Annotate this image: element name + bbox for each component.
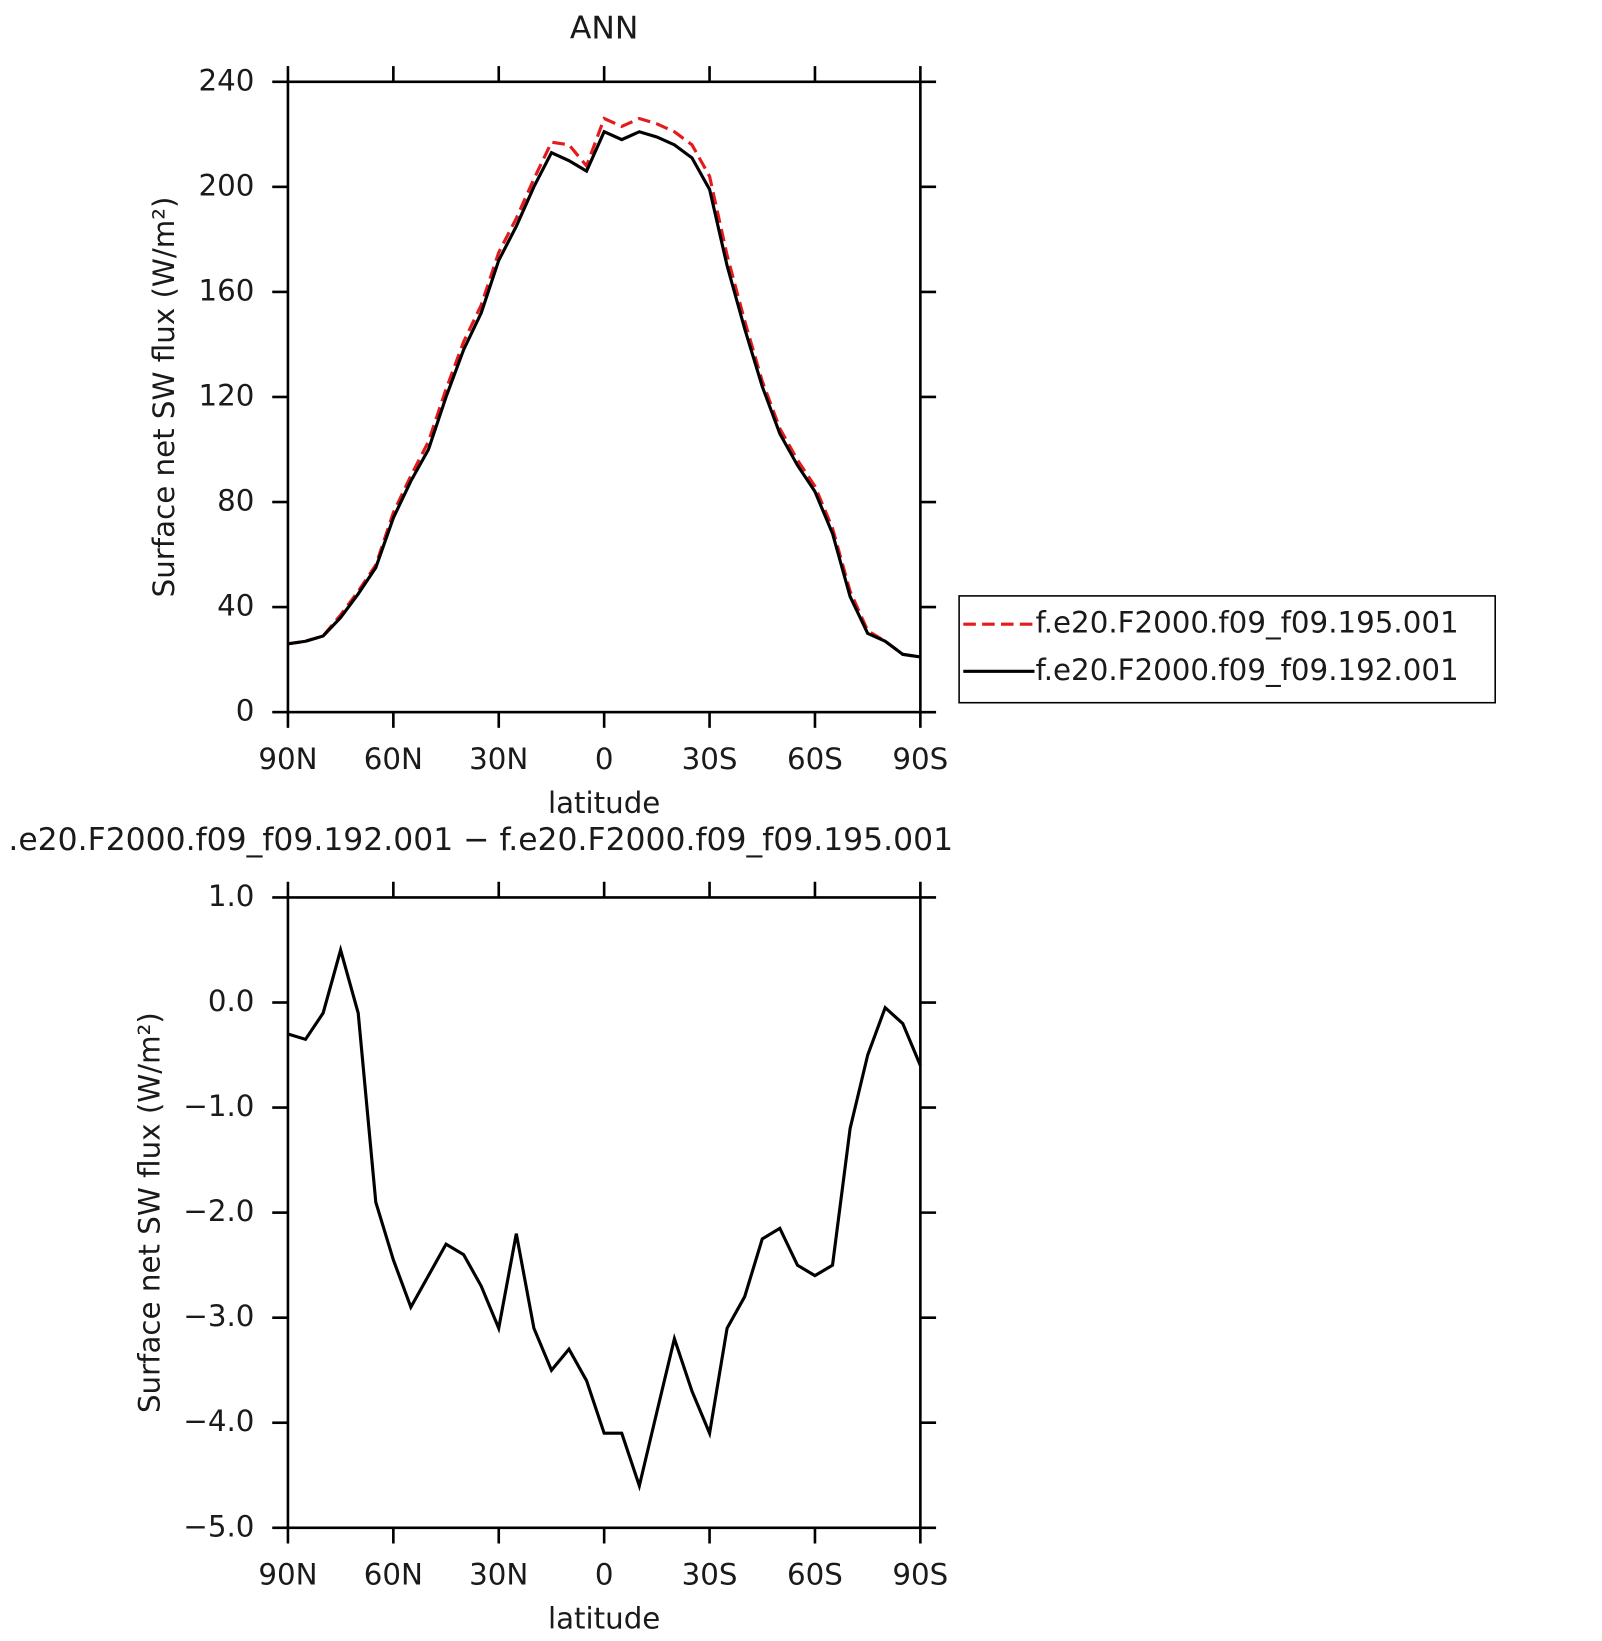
chart-title: ANN xyxy=(570,10,638,46)
y-tick-label: 1.0 xyxy=(208,879,255,913)
x-tick-label: 30S xyxy=(682,1557,738,1591)
y-tick-label: 120 xyxy=(199,378,255,412)
y-tick-label: 0.0 xyxy=(208,984,255,1018)
y-tick-label: 40 xyxy=(217,589,254,623)
y-tick-label: −3.0 xyxy=(183,1299,254,1333)
x-tick-label: 60N xyxy=(364,1557,423,1591)
legend-label: f.e20.F2000.f09_f09.195.001 xyxy=(1036,606,1459,640)
x-tick-label: 0 xyxy=(595,742,614,776)
data-line xyxy=(287,944,922,1492)
x-tick-label: 30S xyxy=(682,742,738,776)
legend-box xyxy=(958,595,1496,704)
x-tick-label: 90S xyxy=(892,1557,948,1591)
y-tick-label: −2.0 xyxy=(183,1194,254,1228)
x-tick-label: 90N xyxy=(258,1557,317,1591)
x-tick-label: 60N xyxy=(364,742,423,776)
x-axis-label: latitude xyxy=(548,786,660,820)
y-tick-label: 0 xyxy=(236,694,255,728)
x-tick-label: 30N xyxy=(469,1557,528,1591)
x-axis-label: latitude xyxy=(548,1601,660,1635)
y-tick-label: 240 xyxy=(199,63,255,97)
x-tick-label: 90S xyxy=(892,742,948,776)
chart-title: .e20.F2000.f09_f09.192.001 − f.e20.F2000… xyxy=(8,822,953,858)
y-tick-label: 200 xyxy=(199,168,255,202)
x-tick-label: 60S xyxy=(787,1557,843,1591)
x-tick-label: 90N xyxy=(258,742,317,776)
data-line xyxy=(287,116,921,659)
y-tick-label: −1.0 xyxy=(183,1089,254,1123)
y-tick-label: 160 xyxy=(199,273,255,307)
y-axis-label: Surface net SW flux (W/m²) xyxy=(147,197,181,598)
y-tick-label: 80 xyxy=(217,484,254,518)
plot-frame xyxy=(286,80,922,714)
y-tick-label: −5.0 xyxy=(183,1509,254,1543)
x-tick-label: 30N xyxy=(469,742,528,776)
y-tick-label: −4.0 xyxy=(183,1404,254,1438)
x-tick-label: 60S xyxy=(787,742,843,776)
legend-label: f.e20.F2000.f09_f09.192.001 xyxy=(1036,653,1459,687)
x-tick-label: 0 xyxy=(595,1557,614,1591)
data-line xyxy=(287,129,921,659)
y-axis-label: Surface net SW flux (W/m²) xyxy=(132,1012,166,1413)
